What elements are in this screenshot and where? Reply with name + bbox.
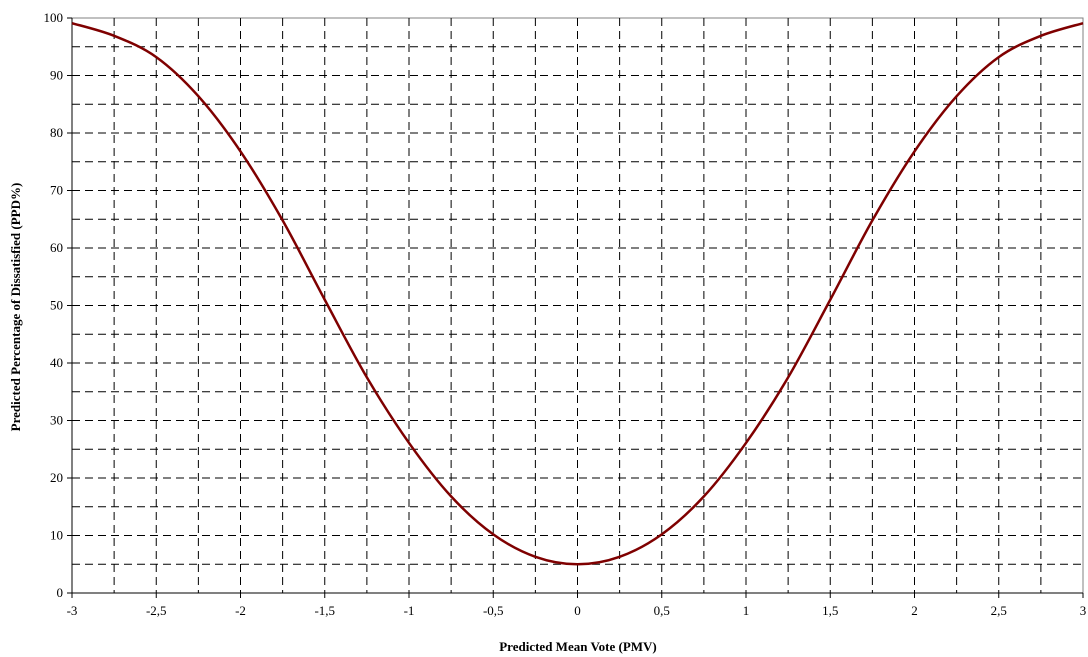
x-tick-label: 0 bbox=[574, 603, 581, 618]
x-tick-label: 2 bbox=[911, 603, 918, 618]
y-tick-label: 90 bbox=[50, 68, 63, 83]
x-tick-label: -3 bbox=[67, 603, 78, 618]
y-tick-label: 50 bbox=[50, 298, 63, 313]
y-tick-label: 10 bbox=[50, 528, 63, 543]
x-tick-label: -2 bbox=[235, 603, 246, 618]
y-tick-labels: 0 10 20 30 40 50 60 70 80 90 100 bbox=[44, 10, 64, 600]
y-tick-label: 40 bbox=[50, 355, 63, 370]
y-axis-title: Predicted Percentage of Dissatisfied (PP… bbox=[8, 183, 23, 432]
y-tick-label: 100 bbox=[44, 10, 64, 25]
x-tick-label: -0,5 bbox=[483, 603, 504, 618]
y-tick-label: 20 bbox=[50, 470, 63, 485]
x-tick-label: -2,5 bbox=[146, 603, 167, 618]
y-tick-label: 0 bbox=[57, 585, 64, 600]
x-tick-label: 1 bbox=[743, 603, 750, 618]
x-tick-label: 3 bbox=[1080, 603, 1087, 618]
y-tick-label: 60 bbox=[50, 240, 63, 255]
x-tick-labels: -3 -2,5 -2 -1,5 -1 -0,5 0 0,5 1 1,5 2 2,5 3 bbox=[67, 603, 1087, 618]
series-layer bbox=[71, 21, 1084, 566]
grid-lines bbox=[67, 17, 1084, 598]
x-tick-label: -1 bbox=[404, 603, 415, 618]
ppd-curve bbox=[71, 21, 1084, 566]
x-tick-label: 0,5 bbox=[654, 603, 670, 618]
y-tick-label: 80 bbox=[50, 125, 63, 140]
y-tick-label: 70 bbox=[50, 183, 63, 198]
x-axis-title: Predicted Mean Vote (PMV) bbox=[499, 639, 657, 654]
y-tick-label: 30 bbox=[50, 413, 63, 428]
x-tick-label: 1,5 bbox=[822, 603, 838, 618]
x-tick-label: 2,5 bbox=[991, 603, 1007, 618]
x-tick-label: -1,5 bbox=[314, 603, 335, 618]
